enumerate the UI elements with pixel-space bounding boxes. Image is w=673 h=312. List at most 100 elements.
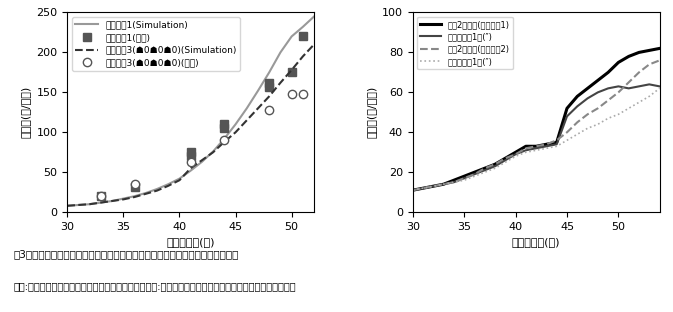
翠星節成3(☗0☗0☗0)(Simulation): [108, 199, 116, 203]
主枝＋側枝1本(″): [460, 176, 468, 180]
シャープ1(実測): [265, 85, 273, 89]
側枝2節摚心(シャープ1): [409, 188, 417, 192]
主枝＋側枝1本(″): [604, 116, 612, 120]
側枝2節摚心(シャープ1): [532, 144, 540, 148]
Line: 翠星節成3(☗0☗0☗0)(実測): 翠星節成3(☗0☗0☗0)(実測): [97, 90, 307, 200]
側枝2節摚心(シャープ1): [594, 79, 602, 82]
主枝＋側枝1本(″): [409, 188, 417, 192]
側枝2節摚心(シャープ1): [439, 182, 448, 186]
主枝＋側枝1本(″): [419, 186, 427, 190]
主枝＋側枝1本(″): [511, 154, 520, 158]
シャープ1(Simulation): [131, 194, 139, 198]
主枝＋側枝1本(″): [470, 172, 479, 176]
シャープ1(Simulation): [119, 197, 127, 200]
シャープ1(Simulation): [97, 201, 105, 204]
主枝＋側枝1本(″): [604, 86, 612, 90]
X-axis label: 播種後日数(日): 播種後日数(日): [166, 237, 215, 247]
翠星節成3(☗0☗0☗0)(Simulation): [243, 119, 251, 122]
側枝2節摚心(シャープ1): [501, 156, 509, 160]
翠星節成3(☗0☗0☗0)(Simulation): [176, 178, 184, 182]
側枝2節摚心(シャープ1): [645, 49, 653, 52]
主枝＋側枝1本(″): [460, 178, 468, 182]
シャープ1(Simulation): [243, 106, 251, 110]
側枝2節摚心(翠星節成2): [614, 90, 623, 94]
翠星節成3(☗0☗0☗0)(Simulation): [209, 150, 217, 154]
主枝＋側枝1本(″): [501, 160, 509, 164]
主枝＋側枝1本(″): [491, 164, 499, 168]
主枝＋側枝1本(″): [481, 170, 489, 174]
翠星節成3(☗0☗0☗0)(Simulation): [186, 166, 194, 170]
Y-axis label: 総葉数(枚/個体): 総葉数(枚/個体): [367, 86, 376, 139]
シャープ1(Simulation): [299, 25, 307, 29]
主枝＋側枝1本(″): [542, 144, 551, 148]
主枝＋側枝1本(″): [470, 174, 479, 178]
シャープ1(Simulation): [142, 191, 150, 195]
翠星節成3(☗0☗0☗0)(Simulation): [97, 201, 105, 204]
シャープ1(実測): [186, 150, 194, 154]
側枝2節摚心(シャープ1): [522, 144, 530, 148]
Line: 主枝＋側枝1本(″): 主枝＋側枝1本(″): [413, 88, 660, 190]
主枝＋側枝1本(″): [553, 142, 561, 146]
シャープ1(Simulation): [186, 169, 194, 173]
シャープ1(Simulation): [220, 137, 228, 140]
主枝＋側枝1本(″): [439, 182, 448, 186]
Text: （左:整枝を行わない場合の総葉数の推移と実測値．右:異なる２種の整枝法を行った場合の総葉数の推移）: （左:整枝を行わない場合の総葉数の推移と実測値．右:異なる２種の整枝法を行った場…: [13, 281, 296, 291]
Line: シャープ1(実測): シャープ1(実測): [97, 32, 307, 200]
主枝＋側枝1本(″): [645, 82, 653, 86]
Legend: シャープ1(Simulation), シャープ1(実測), 翠星節成3(☗0☗0☗0)(Simulation), 翠星節成3(☗0☗0☗0)(実測): シャープ1(Simulation), シャープ1(実測), 翠星節成3(☗0☗0…: [72, 17, 240, 71]
側枝2節摚心(翠星節成2): [419, 186, 427, 190]
側枝2節摚心(翠星節成2): [635, 71, 643, 74]
側枝2節摚心(翠星節成2): [450, 180, 458, 184]
主枝＋側枝1本(″): [439, 182, 448, 186]
側枝2節摚心(翠星節成2): [522, 146, 530, 150]
側枝2節摚心(翠星節成2): [583, 112, 592, 116]
主枝＋側枝1本(″): [563, 115, 571, 118]
主枝＋側枝1本(″): [553, 144, 561, 148]
シャープ1(実測): [299, 35, 307, 38]
翠星節成3(☗0☗0☗0)(Simulation): [75, 203, 83, 207]
翠星節成3(☗0☗0☗0)(Simulation): [131, 195, 139, 199]
翠星節成3(☗0☗0☗0)(実測): [186, 160, 194, 164]
シャープ1(実測): [220, 126, 228, 130]
主枝＋側枝1本(″): [532, 146, 540, 150]
シャープ1(実測): [287, 71, 295, 74]
翠星節成3(☗0☗0☗0)(Simulation): [254, 106, 262, 110]
側枝2節摚心(翠星節成2): [439, 182, 448, 186]
翠星節成3(☗0☗0☗0)(実測): [220, 139, 228, 142]
Y-axis label: 総葉数(枚/個体): 総葉数(枚/個体): [21, 86, 31, 139]
シャープ1(Simulation): [176, 177, 184, 180]
Line: 翠星節成3(☗0☗0☗0)(Simulation): 翠星節成3(☗0☗0☗0)(Simulation): [67, 44, 314, 206]
側枝2節摚心(シャープ1): [429, 184, 437, 188]
側枝2節摚心(シャープ1): [553, 140, 561, 144]
側枝2節摚心(翠星節成2): [553, 139, 561, 142]
側枝2節摚心(シャープ1): [604, 71, 612, 74]
主枝＋側枝1本(″): [635, 100, 643, 104]
主枝＋側枝1本(″): [573, 132, 581, 136]
シャープ1(実測): [265, 81, 273, 85]
側枝2節摚心(シャープ1): [419, 186, 427, 190]
側枝2節摚心(翠星節成2): [491, 162, 499, 166]
主枝＋側枝1本(″): [583, 126, 592, 130]
シャープ1(Simulation): [277, 51, 285, 54]
側枝2節摚心(翠星節成2): [501, 156, 509, 160]
主枝＋側枝1本(″): [656, 85, 664, 88]
翠星節成3(☗0☗0☗0)(Simulation): [265, 95, 273, 98]
側枝2節摚心(シャープ1): [635, 51, 643, 54]
翠星節成3(☗0☗0☗0)(Simulation): [164, 184, 172, 188]
側枝2節摚心(シャープ1): [481, 166, 489, 170]
シャープ1(Simulation): [232, 122, 240, 126]
側枝2節摚心(シャープ1): [491, 162, 499, 166]
側枝2節摚心(翠星節成2): [645, 62, 653, 66]
翠星節成3(☗0☗0☗0)(実測): [265, 108, 273, 112]
主枝＋側枝1本(″): [614, 112, 623, 116]
翠星節成3(☗0☗0☗0)(Simulation): [153, 189, 161, 193]
主枝＋側枝1本(″): [656, 86, 664, 90]
主枝＋側枝1本(″): [419, 186, 427, 190]
側枝2節摚心(翠星節成2): [481, 166, 489, 170]
主枝＋側枝1本(″): [563, 139, 571, 142]
主枝＋側枝1本(″): [542, 146, 551, 150]
シャープ1(Simulation): [198, 160, 206, 164]
翠星節成3(☗0☗0☗0)(Simulation): [310, 42, 318, 46]
翠星節成3(☗0☗0☗0)(実測): [97, 194, 105, 198]
主枝＋側枝1本(″): [594, 90, 602, 94]
